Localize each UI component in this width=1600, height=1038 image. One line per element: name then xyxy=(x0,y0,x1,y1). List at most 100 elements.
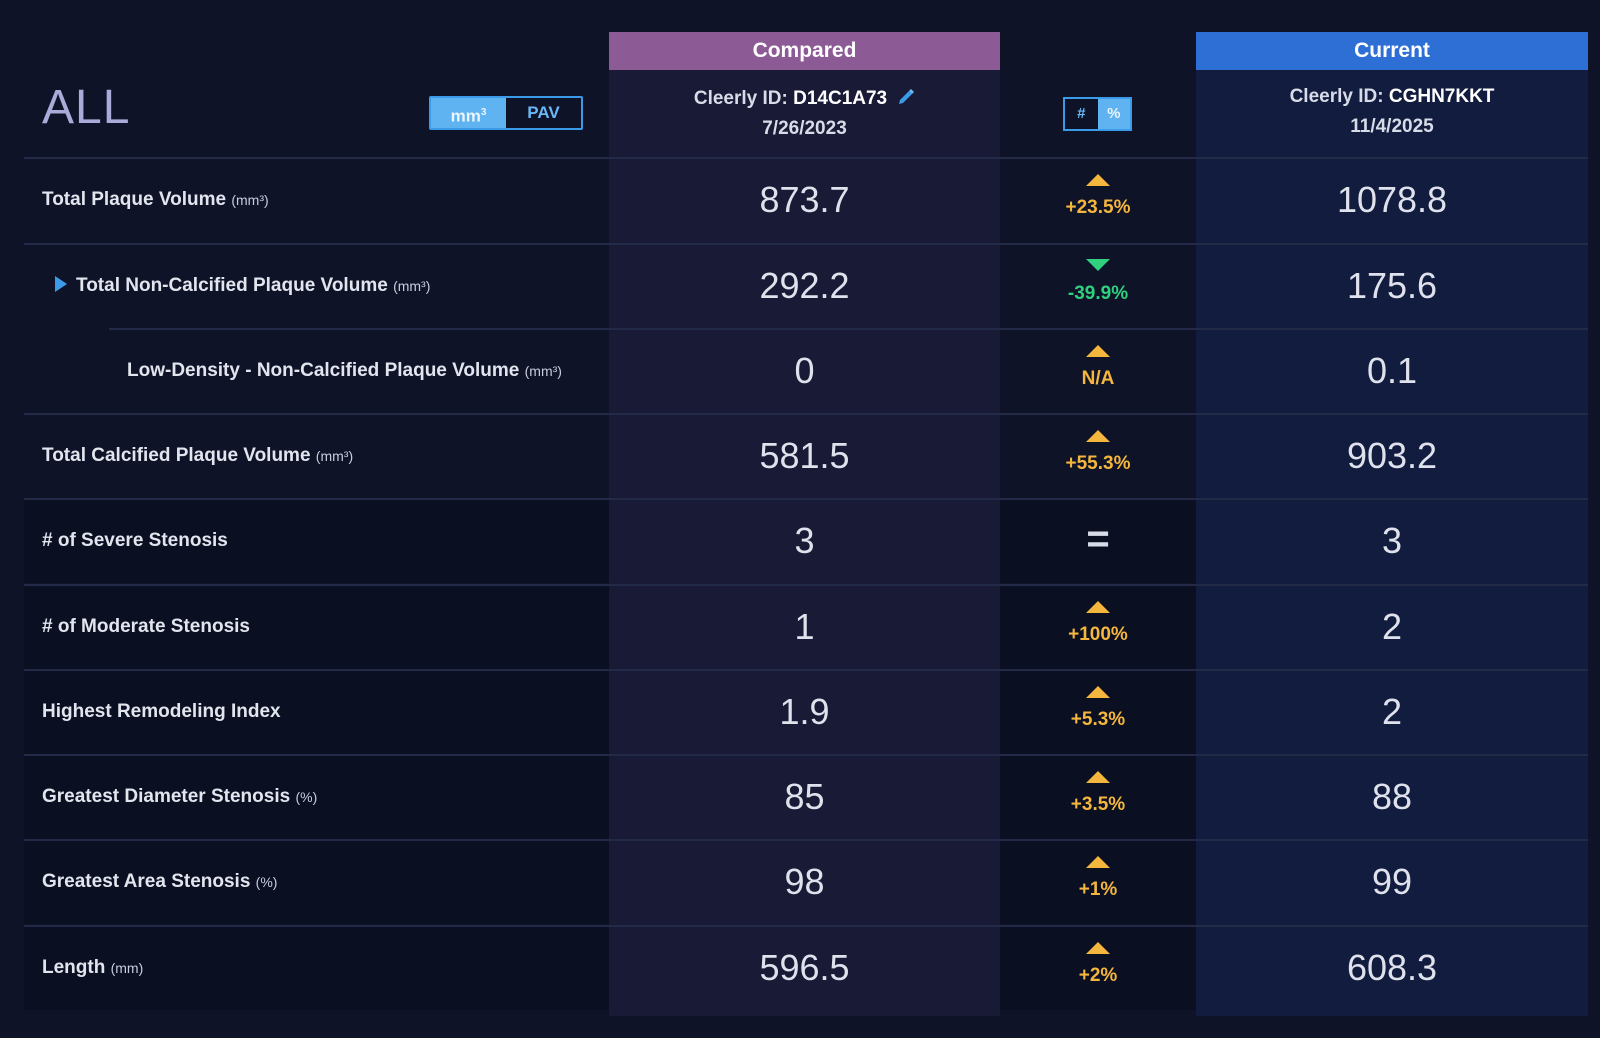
row-unit: (mm³) xyxy=(315,448,354,464)
current-value: 903.2 xyxy=(1346,435,1438,476)
row-bg xyxy=(1000,669,1196,754)
row-label: Total Calcified Plaque Volume xyxy=(42,445,311,466)
metric-label: Highest Remodeling Index xyxy=(42,669,281,754)
row-unit: (%) xyxy=(295,789,318,805)
row-label: Greatest Area Stenosis xyxy=(42,871,251,892)
change-percent: +55.3% xyxy=(1065,453,1131,474)
change-indicator: +100% xyxy=(1000,598,1196,658)
row-divider xyxy=(24,584,1588,586)
row-label: Total Non-Calcified Plaque Volume xyxy=(76,275,388,296)
row-unit: (mm³) xyxy=(393,278,431,294)
metric-label: Total Calcified Plaque Volume (mm³) xyxy=(42,413,353,498)
triangle-up-icon xyxy=(1085,939,1111,955)
row-label: Total Plaque Volume xyxy=(42,189,227,210)
current-date: 11/4/2025 xyxy=(1350,116,1434,137)
compared-value: 3 xyxy=(794,520,815,561)
current-value: 88 xyxy=(1371,776,1413,817)
compared-id-value: D14C1A73 xyxy=(793,88,888,109)
change-percent: +2% xyxy=(1078,965,1118,986)
row-divider xyxy=(24,413,1588,415)
current-id-value: CGHN7KKT xyxy=(1388,86,1495,107)
table-row-total-non-calcified-plaque-volume[interactable]: Total Non-Calcified Plaque Volume (mm³) 2… xyxy=(24,243,1588,328)
format-count-button[interactable]: # xyxy=(1065,99,1098,129)
change-indicator: +23.5% xyxy=(1000,171,1196,231)
row-unit: (mm³) xyxy=(231,192,269,208)
triangle-up-icon xyxy=(1085,427,1111,443)
table-row-low-density-plaque-volume: Low-Density - Non-Calcified Plaque Volum… xyxy=(24,328,1588,413)
row-label: Highest Remodeling Index xyxy=(42,701,281,722)
caret-right-icon[interactable] xyxy=(54,245,68,292)
change-percent: -39.9% xyxy=(1067,283,1129,304)
compared-date: 7/26/2023 xyxy=(762,118,847,139)
compared-value: 98 xyxy=(784,861,825,902)
compared-header: Compared xyxy=(609,32,1000,70)
metric-label: Length (mm) xyxy=(42,925,143,1010)
change-indicator: = xyxy=(1000,512,1196,572)
compared-value: 873.7 xyxy=(759,179,850,220)
compared-value: 1 xyxy=(794,606,815,647)
compared-id-label: Cleerly ID: xyxy=(693,88,794,109)
change-indicator: N/A xyxy=(1000,342,1196,402)
unit-mm3-button[interactable]: mm3 xyxy=(431,98,506,128)
current-value: 2 xyxy=(1381,606,1403,647)
table-row-highest-remodeling-index: Highest Remodeling Index 1.9 +5.3% 2 xyxy=(24,669,1588,754)
change-percent: +3.5% xyxy=(1070,794,1126,815)
row-divider xyxy=(24,839,1588,841)
format-percent-button[interactable]: % xyxy=(1097,99,1130,129)
triangle-up-icon xyxy=(1085,768,1111,784)
row-bg xyxy=(1000,754,1196,839)
row-bg xyxy=(24,584,609,669)
row-unit: (%) xyxy=(255,874,278,890)
change-indicator: +2% xyxy=(1000,939,1196,999)
metric-label: # of Severe Stenosis xyxy=(42,498,228,583)
row-divider xyxy=(24,925,1588,927)
row-bg xyxy=(24,498,609,583)
triangle-up-icon xyxy=(1085,342,1111,358)
table-row-severe-stenosis-count: # of Severe Stenosis 3 = 3 xyxy=(24,498,1588,583)
change-indicator: +1% xyxy=(1000,853,1196,913)
metric-label: Total Plaque Volume (mm³) xyxy=(42,157,269,242)
current-column-bg xyxy=(1196,70,1588,1016)
triangle-down-icon xyxy=(1085,257,1111,273)
change-percent: +1% xyxy=(1078,879,1118,900)
change-percent: +23.5% xyxy=(1065,197,1131,218)
row-bg xyxy=(24,669,609,754)
triangle-up-icon xyxy=(1085,598,1111,614)
row-label: Length xyxy=(42,957,106,978)
compared-value: 596.5 xyxy=(759,947,850,988)
row-label: Greatest Diameter Stenosis xyxy=(42,786,291,807)
change-percent: +5.3% xyxy=(1070,709,1126,730)
current-value: 99 xyxy=(1371,861,1413,902)
row-bg xyxy=(1000,584,1196,669)
unit-toggle: mm3 PAV xyxy=(429,96,583,130)
row-divider xyxy=(24,754,1588,756)
row-bg xyxy=(24,754,609,839)
pencil-icon[interactable] xyxy=(897,88,915,106)
unit-pav-button[interactable]: PAV xyxy=(506,98,581,128)
metric-label: # of Moderate Stenosis xyxy=(42,584,250,669)
table-row-greatest-area-stenosis: Greatest Area Stenosis (%) 98 +1% 99 xyxy=(24,839,1588,924)
metric-label: Greatest Area Stenosis (%) xyxy=(42,839,277,924)
triangle-up-icon xyxy=(1085,853,1111,869)
metric-label: Greatest Diameter Stenosis (%) xyxy=(42,754,317,839)
row-label: # of Severe Stenosis xyxy=(42,530,228,551)
metric-label: Total Non-Calcified Plaque Volume (mm³) xyxy=(54,243,430,328)
compared-value: 0 xyxy=(794,350,815,391)
current-id-label: Cleerly ID: xyxy=(1289,86,1389,107)
row-divider xyxy=(109,328,1588,330)
compared-value: 1.9 xyxy=(779,691,830,732)
page-title: ALL xyxy=(42,81,131,134)
row-divider xyxy=(24,669,1588,671)
compared-value: 292.2 xyxy=(759,265,850,306)
row-divider xyxy=(24,243,1588,245)
current-value: 0.1 xyxy=(1366,350,1418,391)
change-percent: +100% xyxy=(1068,624,1128,645)
row-bg xyxy=(1000,498,1196,583)
row-bg xyxy=(24,925,609,1010)
table-row-greatest-diameter-stenosis: Greatest Diameter Stenosis (%) 85 +3.5% 88 xyxy=(24,754,1588,839)
triangle-up-icon xyxy=(1085,683,1111,699)
change-indicator: +3.5% xyxy=(1000,768,1196,828)
row-bg xyxy=(24,839,609,924)
current-value: 608.3 xyxy=(1346,947,1438,988)
